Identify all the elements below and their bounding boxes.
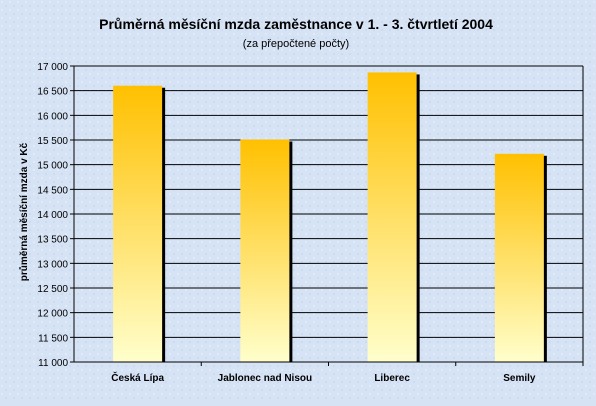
y-tick-label: 13 000	[37, 259, 68, 270]
y-tick-label: 16 500	[37, 87, 68, 98]
y-tick-label: 15 000	[37, 161, 68, 172]
chart-title: Průměrná měsíční mzda zaměstnance v 1. -…	[99, 16, 493, 32]
x-tick-label: Jablonec nad Nisou	[218, 373, 312, 384]
chart-subtitle: (za přepočtené počty)	[243, 38, 349, 50]
bar	[240, 139, 290, 362]
bar	[367, 72, 417, 362]
x-axis-ticks: Česká Lípa Jablonec nad Nisou Liberec Semil…	[111, 362, 584, 384]
y-tick-label: 11 500	[38, 333, 68, 344]
y-tick-label: 15 500	[37, 136, 68, 147]
bars	[113, 72, 547, 362]
axes	[73, 66, 584, 363]
bar	[113, 85, 163, 362]
y-tick-label: 14 000	[37, 210, 68, 221]
y-tick-label: 11 000	[38, 358, 68, 369]
x-tick-label: Liberec	[374, 373, 410, 384]
y-axis-ticks: 11 000 11 500 12 000 12 500 13 000 13 500 14 0…	[37, 62, 74, 369]
y-tick-label: 16 000	[37, 111, 68, 122]
x-tick-label: Semily	[503, 373, 536, 384]
y-tick-label: 12 000	[37, 309, 68, 320]
y-tick-label: 13 500	[37, 235, 68, 246]
y-tick-label: 12 500	[37, 284, 68, 295]
y-axis-label: průměrná měsíční mzda v Kč	[18, 142, 30, 281]
bar	[494, 153, 544, 362]
y-tick-label: 14 500	[37, 185, 68, 196]
x-tick-label: Česká Lípa	[111, 371, 164, 384]
y-tick-label: 17 000	[37, 62, 68, 73]
